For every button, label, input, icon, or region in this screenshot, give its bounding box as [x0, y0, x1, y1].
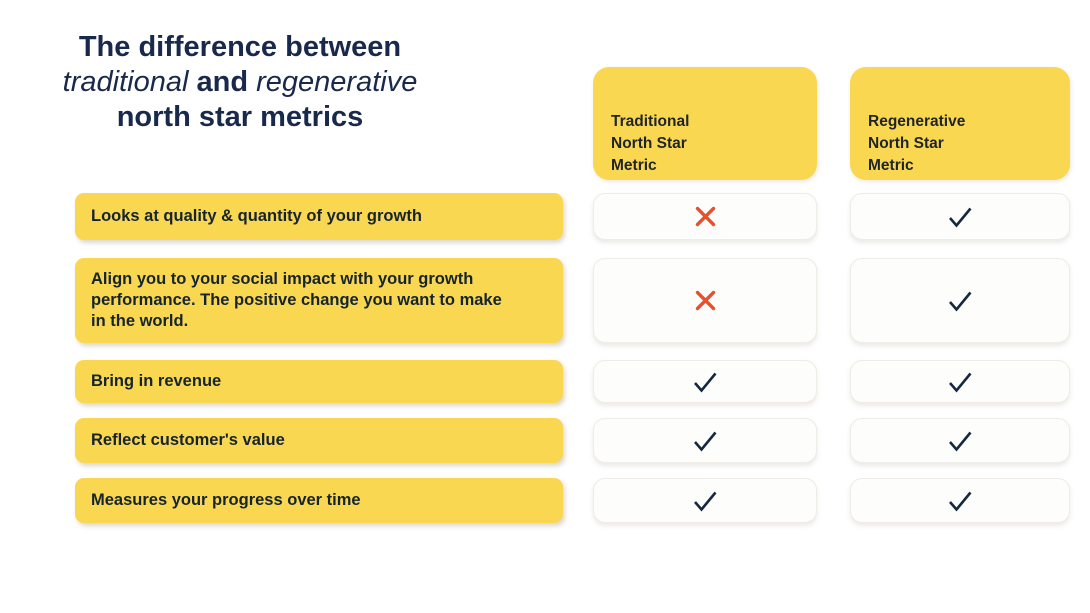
table-row: Bring in revenue [75, 360, 1070, 403]
title-line-1: The difference between [78, 31, 402, 63]
header-spacer [75, 67, 563, 180]
cell-traditional [593, 258, 817, 343]
row-label: Measures your progress over time [75, 478, 563, 523]
column-header-label: Traditional North Star Metric [611, 113, 690, 174]
check-icon [691, 430, 719, 452]
table-row: Measures your progress over time [75, 478, 1070, 523]
header-row: Traditional North Star Metric Regenerati… [75, 67, 1070, 180]
title-word-traditional: traditional [62, 66, 189, 98]
title-line-3: north star metrics [116, 101, 364, 133]
row-label-text: Bring in revenue [91, 372, 222, 390]
row-label: Reflect customer's value [75, 418, 563, 463]
row-label: Bring in revenue [75, 360, 563, 403]
table-row: Looks at quality & quantity of your grow… [75, 193, 1070, 240]
check-icon [946, 490, 974, 512]
cell-regenerative [850, 360, 1070, 403]
table-row: Reflect customer's value [75, 418, 1070, 463]
cross-icon [693, 204, 718, 229]
cell-regenerative [850, 418, 1070, 463]
comparison-table: Traditional North Star Metric Regenerati… [75, 67, 1070, 523]
table-row: Align you to your social impact with you… [75, 258, 1070, 343]
cell-regenerative [850, 193, 1070, 240]
row-label-text: Reflect customer's value [91, 431, 285, 449]
check-icon [691, 490, 719, 512]
title-word-regenerative: regenerative [256, 66, 418, 98]
cell-traditional [593, 478, 817, 523]
page-title: The difference between traditional and r… [30, 30, 450, 135]
row-label: Looks at quality & quantity of your grow… [75, 193, 563, 240]
row-label-text: Looks at quality & quantity of your grow… [91, 207, 422, 225]
check-icon [946, 371, 974, 393]
cell-regenerative [850, 478, 1070, 523]
check-icon [946, 290, 974, 312]
column-header-label: Regenerative North Star Metric [868, 113, 966, 174]
cell-traditional [593, 193, 817, 240]
row-label-text: Align you to your social impact with you… [91, 270, 502, 330]
cell-traditional [593, 418, 817, 463]
check-icon [691, 371, 719, 393]
row-label: Align you to your social impact with you… [75, 258, 563, 343]
cross-icon [693, 288, 718, 313]
column-header-regenerative: Regenerative North Star Metric [850, 67, 1070, 180]
check-icon [946, 206, 974, 228]
cell-regenerative [850, 258, 1070, 343]
column-header-traditional: Traditional North Star Metric [593, 67, 817, 180]
row-label-text: Measures your progress over time [91, 491, 361, 509]
table-body: Looks at quality & quantity of your grow… [75, 193, 1070, 523]
cell-traditional [593, 360, 817, 403]
title-line-2: traditional and regenerative [30, 65, 450, 100]
title-word-and: and [196, 66, 249, 98]
check-icon [946, 430, 974, 452]
